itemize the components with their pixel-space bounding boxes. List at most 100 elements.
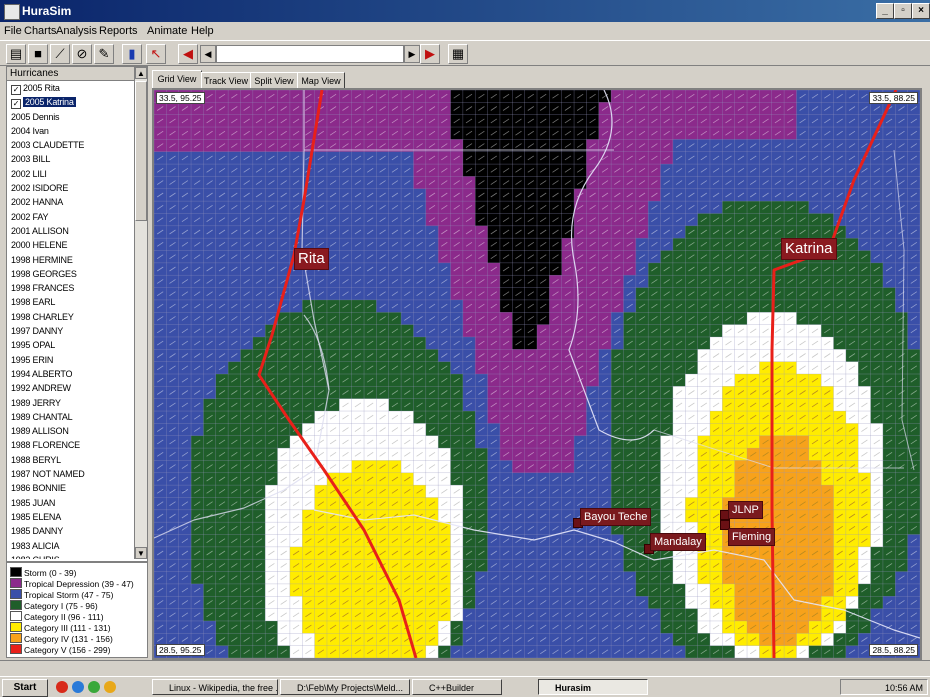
maximize-button[interactable]: ▫ xyxy=(894,3,912,19)
menu-reports[interactable]: Reports xyxy=(99,22,138,40)
hurricane-list-item[interactable]: 2001 ALLISON xyxy=(7,224,135,238)
hurricane-label: 2003 BILL xyxy=(11,154,50,164)
menu-file[interactable]: File xyxy=(4,22,22,40)
hurricane-list-item[interactable]: 2002 HANNA xyxy=(7,195,135,209)
hurricane-list-item[interactable]: 1998 CHARLEY xyxy=(7,310,135,324)
hurricane-list-item[interactable]: 1983 ALICIA xyxy=(7,539,135,553)
hurricane-list-item[interactable]: 2002 FAY xyxy=(7,210,135,224)
tab-map-view[interactable]: Map View xyxy=(297,72,345,89)
hurricane-list-item[interactable]: 1998 HERMINE xyxy=(7,253,135,267)
legend-swatch xyxy=(10,633,22,643)
hurricane-label: 1985 DANNY xyxy=(11,526,63,536)
hurricane-label: 2005 Katrina xyxy=(23,97,76,107)
hurricane-list-item[interactable]: 2000 HELENE xyxy=(7,238,135,252)
legend-swatch xyxy=(10,611,22,621)
calendar-icon[interactable]: ▦ xyxy=(448,44,468,64)
wind-grid xyxy=(154,90,920,658)
chart-icon[interactable]: ⟋ xyxy=(50,44,70,64)
play-icon[interactable]: ▶ xyxy=(420,44,440,64)
hurricane-label: 1997 DANNY xyxy=(11,326,63,336)
hurricane-list-item[interactable]: 2005 Dennis xyxy=(7,110,135,124)
hurricane-list-item[interactable]: 1997 DANNY xyxy=(7,324,135,338)
hurricane-list-item[interactable]: 1994 ALBERTO xyxy=(7,367,135,381)
hurricane-list-item[interactable]: ✓2005 Katrina xyxy=(7,95,135,109)
hurricane-list-item[interactable]: 2003 CLAUDETTE xyxy=(7,138,135,152)
hurricane-label: 2002 ISIDORE xyxy=(11,183,68,193)
list-scrollbar[interactable]: ▲ ▼ xyxy=(134,67,147,559)
scroll-down-icon[interactable]: ▼ xyxy=(135,547,147,559)
bar-chart-icon[interactable]: ▮ xyxy=(122,44,142,64)
hurricane-label: 1989 ALLISON xyxy=(11,426,69,436)
hurricane-list-item[interactable]: 2004 Ivan xyxy=(7,124,135,138)
legend-swatch xyxy=(10,567,22,577)
hurricane-list-item[interactable]: 1995 OPAL xyxy=(7,338,135,352)
menu-bar: File Charts Analysis Reports Animate Hel… xyxy=(0,22,930,40)
hurricane-label: 1998 GEORGES xyxy=(11,269,77,279)
hurricane-list-item[interactable]: 1985 JUAN xyxy=(7,496,135,510)
hurricane-list-item[interactable]: 1985 ELENA xyxy=(7,510,135,524)
hurricane-label: 2005 Dennis xyxy=(11,112,59,122)
legend-item: Category II (96 - 111) xyxy=(10,611,104,621)
close-button[interactable]: × xyxy=(912,3,930,19)
app-icon xyxy=(4,4,20,20)
checkbox-icon[interactable]: ✓ xyxy=(11,85,21,95)
menu-charts[interactable]: Charts xyxy=(24,22,56,40)
tab-split-view[interactable]: Split View xyxy=(250,72,298,89)
hurricane-label: 1988 FLORENCE xyxy=(11,440,80,450)
hurricane-label: 1998 CHARLEY xyxy=(11,312,74,322)
hurricane-list-item[interactable]: 1988 FLORENCE xyxy=(7,438,135,452)
hurricane-label: 2004 Ivan xyxy=(11,126,49,136)
open-folder-icon[interactable]: ▤ xyxy=(6,44,26,64)
legend-item: Category III (111 - 131) xyxy=(10,622,111,632)
hurricane-label: 1994 ALBERTO xyxy=(11,369,72,379)
animation-slider[interactable] xyxy=(216,45,404,63)
hurricane-list-item[interactable]: 2002 LILI xyxy=(7,167,135,181)
hurricane-list-item[interactable]: 1998 EARL xyxy=(7,295,135,309)
pencil-icon[interactable]: ✎ xyxy=(94,44,114,64)
hurricane-list-item[interactable]: 1998 GEORGES xyxy=(7,267,135,281)
legend-swatch xyxy=(10,578,22,588)
menu-help[interactable]: Help xyxy=(191,22,214,40)
hurricane-list-item[interactable]: 1998 FRANCES xyxy=(7,281,135,295)
menu-analysis[interactable]: Analysis xyxy=(56,22,97,40)
window-title: HuraSim xyxy=(22,0,71,22)
scroll-left-icon[interactable]: ◀ xyxy=(200,45,216,63)
minimize-button[interactable]: _ xyxy=(876,3,894,19)
menu-animate[interactable]: Animate xyxy=(147,22,187,40)
hurricane-list-item[interactable]: 1995 ERIN xyxy=(7,353,135,367)
title-bar: HuraSim _ ▫ × xyxy=(0,0,930,22)
hurricane-label: 1992 ANDREW xyxy=(11,383,71,393)
hurricane-list-item[interactable]: 1989 JERRY xyxy=(7,396,135,410)
hurricane-label: 1985 ELENA xyxy=(11,512,61,522)
hurricane-label: 2005 Rita xyxy=(23,83,60,93)
hurricane-list-item[interactable]: 2002 ISIDORE xyxy=(7,181,135,195)
hurricane-label: 1985 JUAN xyxy=(11,498,55,508)
scroll-thumb[interactable] xyxy=(135,81,147,221)
hurricane-list-item[interactable]: 2003 BILL xyxy=(7,152,135,166)
analysis-icon[interactable]: ⊘ xyxy=(72,44,92,64)
hurricane-label: 1989 JERRY xyxy=(11,398,61,408)
hurricane-list-item[interactable]: 1989 CHANTAL xyxy=(7,410,135,424)
hurricane-label: 1987 NOT NAMED xyxy=(11,469,85,479)
hurricane-list-item[interactable]: 1988 BERYL xyxy=(7,453,135,467)
hurricane-list-item[interactable]: 1989 ALLISON xyxy=(7,424,135,438)
hurricane-label: 1986 BONNIE xyxy=(11,483,66,493)
pointer-icon[interactable]: ↖ xyxy=(146,44,166,64)
hurricane-list-item[interactable]: 1982 CHRIS xyxy=(7,553,135,559)
save-icon[interactable]: ■ xyxy=(28,44,48,64)
scroll-right-icon[interactable]: ▶ xyxy=(404,45,420,63)
hurricane-list-item[interactable]: 1985 DANNY xyxy=(7,524,135,538)
hurricane-list-item[interactable]: 1987 NOT NAMED xyxy=(7,467,135,481)
checkbox-icon[interactable]: ✓ xyxy=(11,99,21,109)
grid-map[interactable]: 33.5, 95.25 33.5, 88.25 28.5, 95.25 28.5… xyxy=(152,88,922,660)
tab-grid-view[interactable]: Grid View xyxy=(152,70,202,89)
legend-label: Storm (0 - 39) xyxy=(24,568,76,578)
hurricane-list-item[interactable]: 1992 ANDREW xyxy=(7,381,135,395)
hurricane-list-item[interactable]: 1986 BONNIE xyxy=(7,481,135,495)
scroll-up-icon[interactable]: ▲ xyxy=(135,67,147,79)
hurricane-label: 2002 FAY xyxy=(11,212,48,222)
tab-track-view[interactable]: Track View xyxy=(201,72,251,89)
hurricane-label: 1988 BERYL xyxy=(11,455,61,465)
hurricane-list-item[interactable]: ✓2005 Rita xyxy=(7,81,135,95)
rewind-icon[interactable]: ◀ xyxy=(178,44,198,64)
